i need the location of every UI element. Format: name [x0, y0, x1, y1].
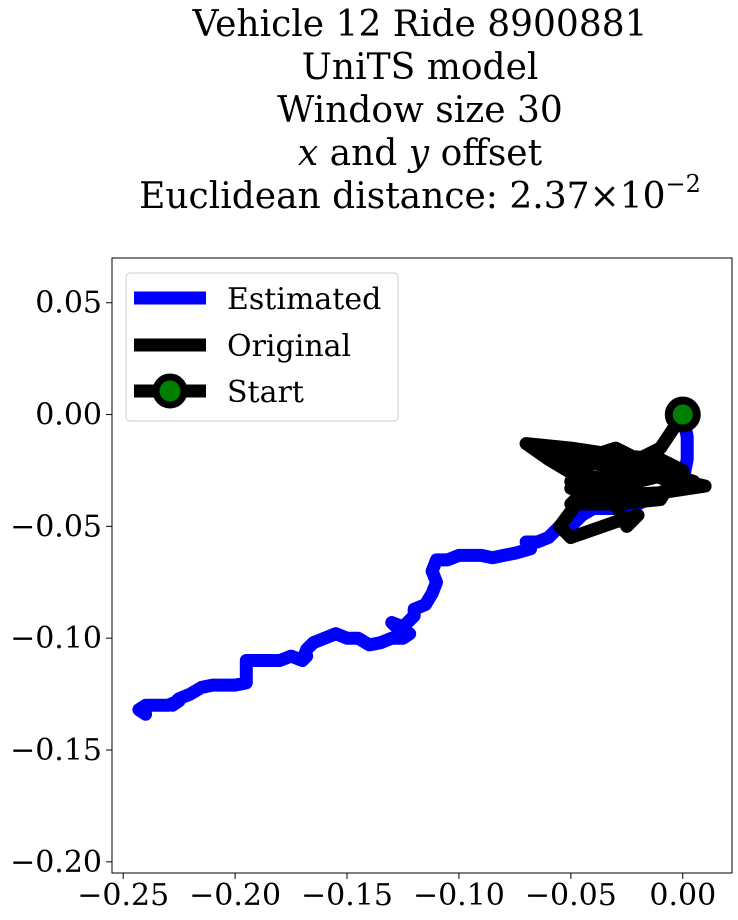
y-tick-label: −0.20: [10, 845, 102, 880]
plot-frame: [111, 257, 733, 874]
title-y-symbol: y: [407, 133, 430, 174]
x-axis: −0.25 −0.20 −0.15 −0.10 −0.05 0.00: [77, 873, 716, 913]
title-line-window: Window size 30: [277, 90, 563, 131]
title-distance-base: 10: [620, 176, 666, 217]
legend-box: [125, 272, 399, 422]
title-line-offset: x and y offset: [298, 133, 543, 174]
y-tick-label: 0.00: [35, 398, 102, 433]
title-x-symbol: x: [298, 133, 318, 174]
title-line-distance: Euclidean distance: 2.37×10−2: [139, 170, 701, 217]
title-and-word: and: [318, 133, 409, 174]
series-line-estimated: [132, 408, 694, 721]
x-tick-label: −0.20: [189, 878, 281, 913]
title-distance-exponent: −2: [666, 170, 701, 198]
x-tick-label: −0.25: [77, 878, 169, 913]
title-line-model: UniTS model: [302, 47, 539, 88]
legend-estimated-label: Estimated: [227, 282, 381, 317]
legend: Estimated Original Start: [125, 272, 399, 422]
legend-start-marker: [152, 373, 188, 409]
legend-original-label: Original: [227, 329, 351, 364]
chart-title: Vehicle 12 Ride 8900881 UniTS model Wind…: [139, 4, 701, 217]
title-offset-word: offset: [429, 133, 542, 174]
y-tick-label: −0.10: [10, 621, 102, 656]
x-tick-label: −0.05: [525, 878, 617, 913]
legend-start-label: Start: [227, 375, 304, 410]
y-tick-label: 0.05: [35, 286, 102, 321]
series-layer: [132, 396, 712, 721]
y-tick-label: −0.15: [10, 733, 102, 768]
y-tick-label: −0.05: [10, 509, 102, 544]
title-distance-mantissa: 2.37: [509, 176, 589, 217]
x-tick-label: −0.15: [301, 878, 393, 913]
y-axis: 0.05 0.00 −0.05 −0.10 −0.15 −0.20: [10, 286, 112, 880]
title-distance-prefix: Euclidean distance:: [139, 176, 509, 217]
title-line-ride: Vehicle 12 Ride 8900881: [191, 4, 647, 45]
x-tick-label: −0.10: [413, 878, 505, 913]
series-line-original: [519, 408, 712, 544]
x-tick-label: 0.00: [649, 878, 716, 913]
title-distance-times: ×: [590, 176, 620, 217]
start-point-marker: [664, 396, 701, 433]
